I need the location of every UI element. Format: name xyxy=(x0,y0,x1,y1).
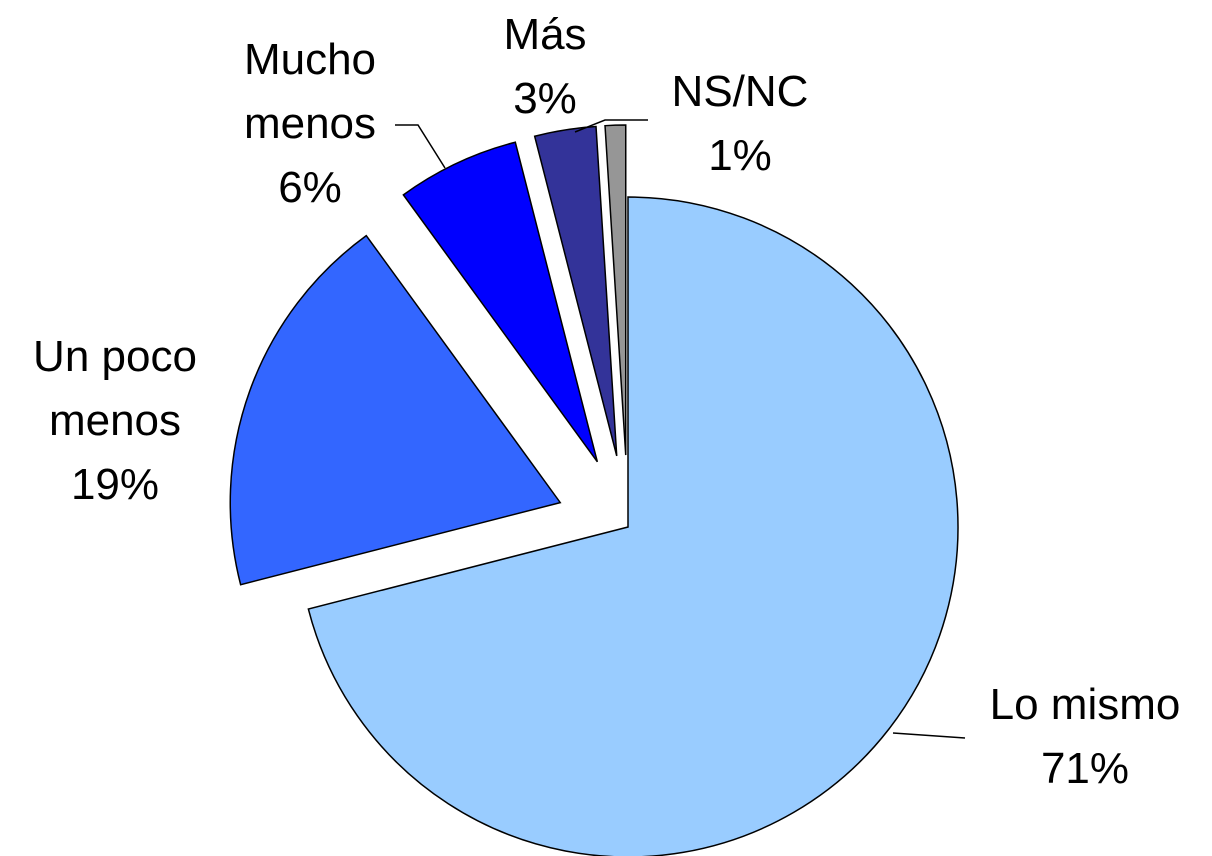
slice-label: Un poco menos 19% xyxy=(5,325,225,517)
value-label: 3% xyxy=(513,74,577,123)
value-label: 1% xyxy=(708,131,772,180)
pie-slice xyxy=(533,125,618,457)
slice-label: Más 3% xyxy=(485,3,605,131)
leader-lines xyxy=(395,119,966,739)
category-label: NS/NC xyxy=(671,67,809,116)
value-label: 19% xyxy=(70,460,160,509)
leader-line xyxy=(395,124,446,169)
category-label: Un poco menos xyxy=(33,332,197,445)
pie-slice xyxy=(402,141,599,463)
value-label: 6% xyxy=(278,163,342,212)
pie-slice xyxy=(229,234,562,586)
category-label: Más xyxy=(503,10,587,59)
leader-line xyxy=(574,119,648,133)
slice-label: Mucho menos 6% xyxy=(210,28,410,220)
slices xyxy=(229,124,959,856)
slice-label: NS/NC 1% xyxy=(640,60,840,188)
pie-slice xyxy=(604,124,627,456)
slice-label: Lo mismo 71% xyxy=(955,673,1212,801)
pie-slice xyxy=(307,196,959,856)
category-label: Mucho menos xyxy=(243,35,377,148)
leader-line xyxy=(892,732,966,739)
value-label: 71% xyxy=(1040,744,1130,793)
category-label: Lo mismo xyxy=(989,680,1181,729)
